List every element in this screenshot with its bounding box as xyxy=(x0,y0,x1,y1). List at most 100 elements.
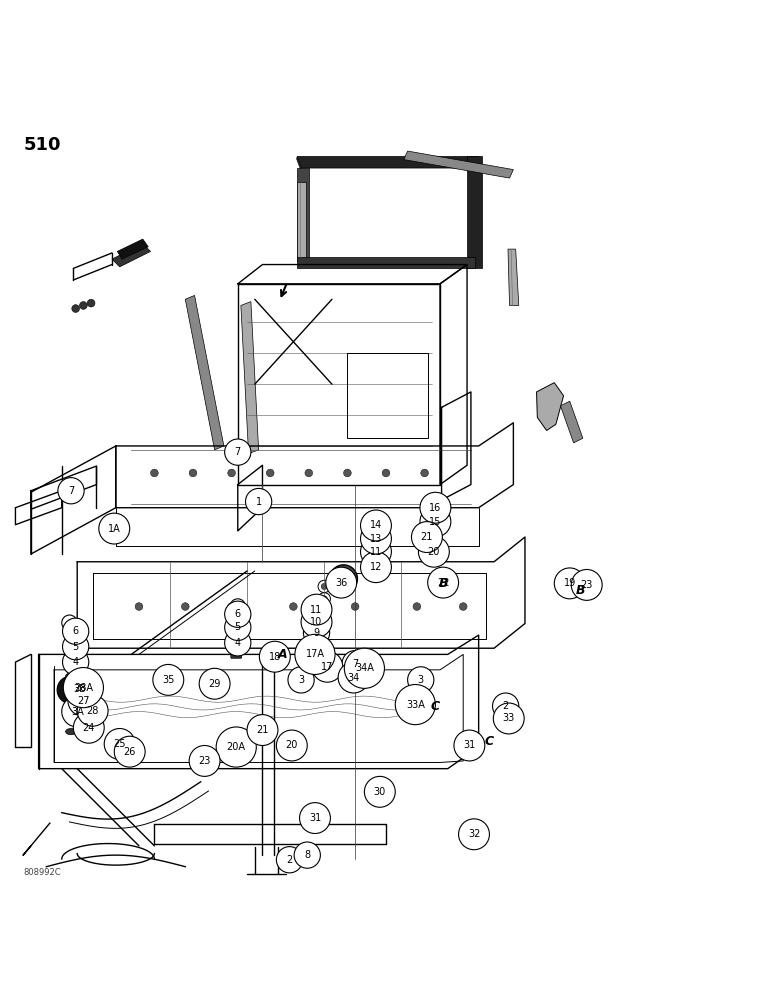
Circle shape xyxy=(321,609,327,615)
Circle shape xyxy=(225,439,251,465)
Circle shape xyxy=(303,620,330,646)
Text: 11: 11 xyxy=(370,547,382,557)
Circle shape xyxy=(189,745,220,776)
Text: 15: 15 xyxy=(429,517,442,527)
Circle shape xyxy=(63,618,89,644)
Ellipse shape xyxy=(66,729,76,735)
Text: 21: 21 xyxy=(421,532,433,542)
Ellipse shape xyxy=(66,701,76,708)
Circle shape xyxy=(330,565,357,593)
Text: 3B: 3B xyxy=(73,684,86,694)
Circle shape xyxy=(276,847,303,873)
Circle shape xyxy=(361,510,391,541)
Circle shape xyxy=(225,601,251,627)
Circle shape xyxy=(104,729,135,759)
Circle shape xyxy=(80,302,87,309)
Text: 7: 7 xyxy=(235,447,241,457)
Text: 19: 19 xyxy=(564,578,576,588)
Circle shape xyxy=(99,513,130,544)
Circle shape xyxy=(351,603,359,610)
Circle shape xyxy=(189,469,197,477)
Circle shape xyxy=(216,727,256,767)
Circle shape xyxy=(361,523,391,554)
Text: 510: 510 xyxy=(23,136,61,154)
Circle shape xyxy=(135,603,143,610)
Circle shape xyxy=(344,648,384,688)
Circle shape xyxy=(247,715,278,745)
Text: 35: 35 xyxy=(162,675,174,685)
Text: 3: 3 xyxy=(418,675,424,685)
FancyBboxPatch shape xyxy=(231,635,242,646)
Circle shape xyxy=(87,299,95,307)
Circle shape xyxy=(64,674,95,705)
Circle shape xyxy=(63,634,89,660)
Circle shape xyxy=(228,603,235,610)
Ellipse shape xyxy=(66,715,76,721)
Circle shape xyxy=(225,614,251,641)
Polygon shape xyxy=(297,168,309,261)
Text: 27: 27 xyxy=(77,696,90,706)
Polygon shape xyxy=(296,156,301,171)
Circle shape xyxy=(336,571,351,586)
Circle shape xyxy=(459,603,467,610)
Polygon shape xyxy=(117,239,148,259)
Text: A: A xyxy=(278,648,287,661)
Text: 808992C: 808992C xyxy=(23,868,61,877)
Circle shape xyxy=(342,651,368,677)
Text: 28A: 28A xyxy=(74,683,93,693)
Text: 21: 21 xyxy=(256,725,269,735)
Text: B: B xyxy=(576,584,585,597)
Circle shape xyxy=(295,634,335,674)
Polygon shape xyxy=(537,383,564,431)
Circle shape xyxy=(62,696,93,727)
Circle shape xyxy=(77,695,108,726)
Text: 24: 24 xyxy=(83,723,95,733)
Circle shape xyxy=(151,469,158,477)
Text: 6: 6 xyxy=(235,609,241,619)
FancyBboxPatch shape xyxy=(231,647,242,658)
Text: 14: 14 xyxy=(370,520,382,530)
Text: 23: 23 xyxy=(581,580,593,590)
Text: 8: 8 xyxy=(304,850,310,860)
Circle shape xyxy=(73,712,104,743)
Polygon shape xyxy=(297,257,475,268)
Circle shape xyxy=(63,668,103,708)
Circle shape xyxy=(321,620,327,627)
Text: 20A: 20A xyxy=(227,742,245,752)
Circle shape xyxy=(225,630,251,656)
Polygon shape xyxy=(404,151,513,178)
Text: 4: 4 xyxy=(235,638,241,648)
Circle shape xyxy=(276,730,307,761)
Circle shape xyxy=(228,469,235,477)
Polygon shape xyxy=(560,401,583,443)
Text: 7: 7 xyxy=(68,486,74,496)
Circle shape xyxy=(153,664,184,695)
FancyBboxPatch shape xyxy=(231,623,242,634)
Circle shape xyxy=(420,492,451,523)
Circle shape xyxy=(554,568,585,599)
Text: 32: 32 xyxy=(468,829,480,839)
Circle shape xyxy=(181,603,189,610)
Circle shape xyxy=(571,569,602,600)
Circle shape xyxy=(266,469,274,477)
Text: 31: 31 xyxy=(463,740,476,750)
Circle shape xyxy=(294,842,320,868)
Polygon shape xyxy=(467,156,482,268)
Circle shape xyxy=(312,651,343,682)
Ellipse shape xyxy=(66,688,76,695)
Ellipse shape xyxy=(66,673,76,679)
Polygon shape xyxy=(185,295,224,450)
Circle shape xyxy=(338,662,369,693)
Polygon shape xyxy=(508,249,519,305)
Text: 6: 6 xyxy=(73,626,79,636)
Polygon shape xyxy=(428,511,440,526)
Text: C: C xyxy=(484,735,493,748)
Text: 11: 11 xyxy=(310,605,323,615)
Circle shape xyxy=(459,819,489,850)
Text: 36: 36 xyxy=(335,578,347,588)
Text: 5: 5 xyxy=(73,642,79,652)
Circle shape xyxy=(428,567,459,598)
Text: 33: 33 xyxy=(503,713,515,723)
Text: 5: 5 xyxy=(235,622,241,632)
Text: 17: 17 xyxy=(321,662,334,672)
